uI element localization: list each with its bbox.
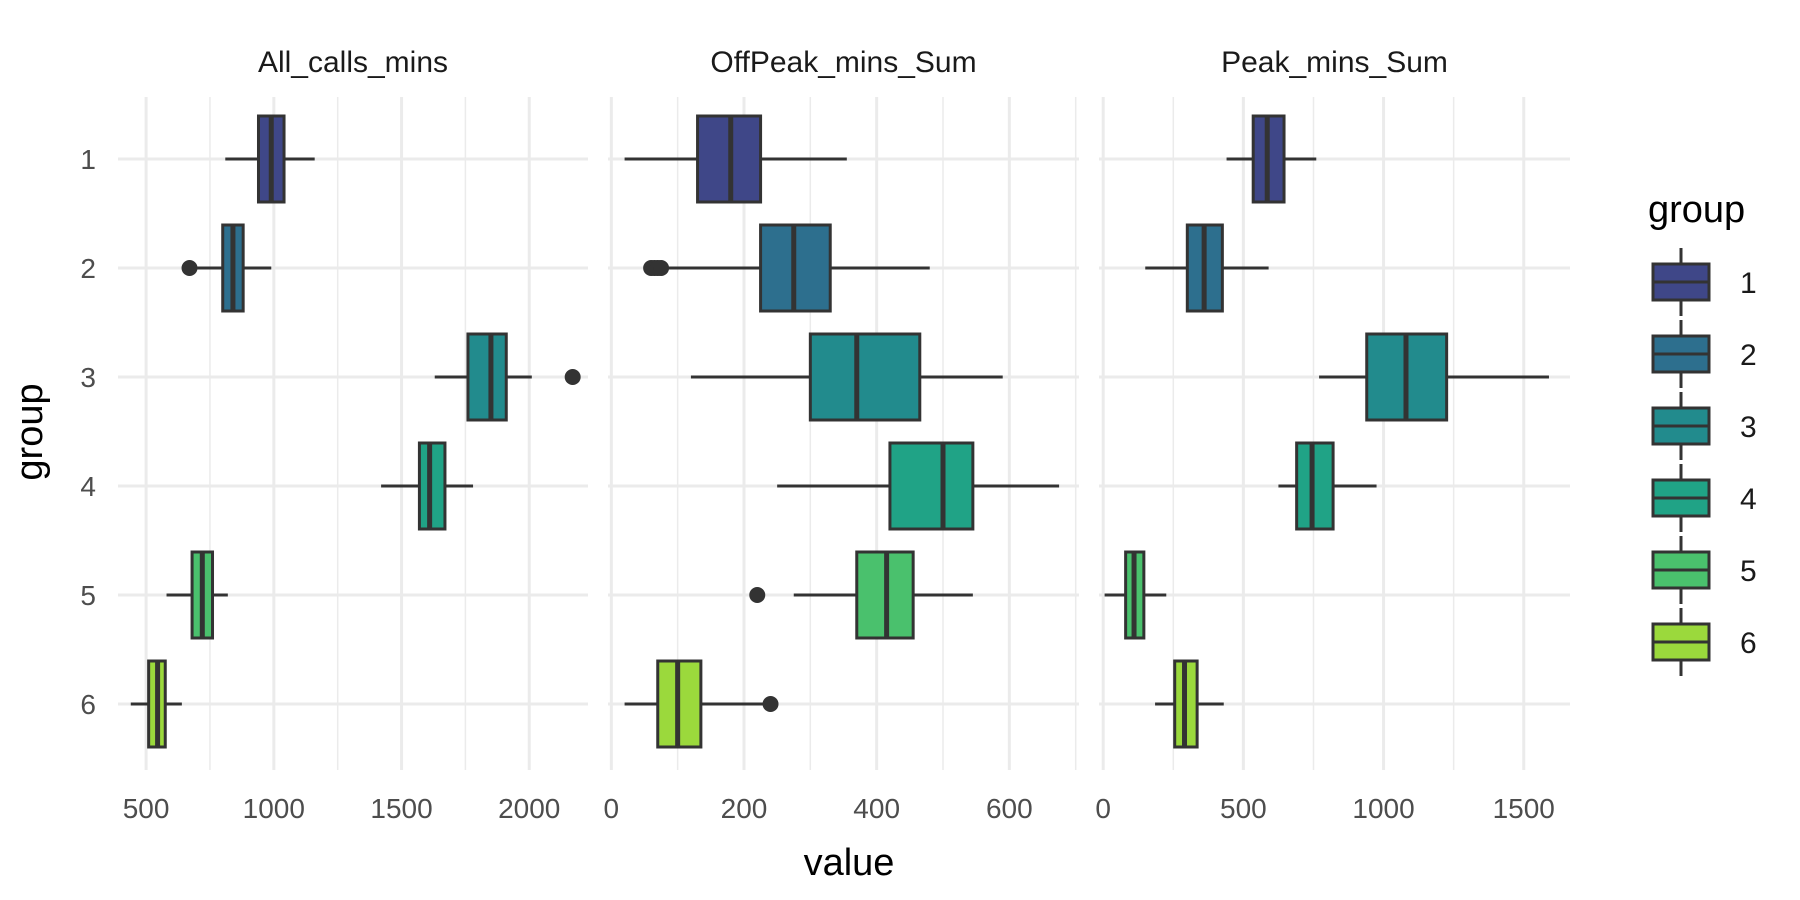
box [888,441,975,531]
box [808,332,922,422]
box-group-5 [749,550,973,640]
x-tick-label: 1000 [1352,793,1414,824]
x-tick-label: 2000 [498,793,560,824]
x-axis-title: value [804,842,895,884]
gridlines [1099,97,1570,770]
y-tick-label: 2 [80,253,96,284]
legend: group 1 2 3 4 5 6 [1648,189,1757,676]
legend-label: 5 [1740,555,1757,588]
legend-item-5: 5 [1651,536,1757,604]
legend-label: 2 [1740,339,1757,372]
x-tick-label: 400 [853,793,900,824]
legend-item-4: 4 [1651,464,1757,532]
facet-title: OffPeak_mins_Sum [710,46,976,79]
box-group-4 [381,441,474,531]
box-group-3 [434,332,581,422]
legend-item-1: 1 [1651,248,1757,316]
x-tick-label: 1000 [243,793,305,824]
box [466,332,508,422]
y-tick-label: 3 [80,362,96,393]
x-tick-label: 0 [1095,793,1111,824]
legend-title: group [1648,189,1745,231]
box-group-3 [690,332,1003,422]
box-group-6 [130,659,182,749]
x-tick-label: 1500 [370,793,432,824]
box-group-2 [181,223,272,313]
y-tick-label: 1 [80,144,96,175]
legend-item-6: 6 [1651,608,1757,676]
facet-panel: OffPeak_mins_Sum 0 200 400 600 [604,46,1079,824]
box-group-1 [1226,114,1317,204]
y-tick-label: 4 [80,471,96,502]
y-tick-label: 5 [80,580,96,611]
legend-label: 1 [1740,267,1757,300]
box-group-5 [166,550,228,640]
outlier-point [564,369,581,385]
gridlines [118,97,588,770]
box-group-4 [777,441,1060,531]
outlier-point [181,260,198,276]
x-tick-label: 500 [123,793,170,824]
x-tick-label: 1500 [1493,793,1555,824]
box-group-6 [1155,659,1224,749]
outlier-point [653,260,670,276]
x-tick-label: 0 [604,793,620,824]
y-axis-ticks: 1 2 3 4 5 6 [80,144,96,720]
facet-panel: All_calls_mins 500 1000 1500 2000 [118,46,588,824]
box-group-5 [1104,550,1167,640]
box-group-3 [1319,332,1549,422]
y-axis-title: group [9,383,51,480]
box-group-6 [624,659,779,749]
legend-item-3: 3 [1651,392,1757,460]
box-group-2 [1145,223,1269,313]
x-tick-label: 600 [986,793,1033,824]
box [1295,441,1335,531]
box [417,441,447,531]
x-tick-label: 200 [721,793,768,824]
legend-item-2: 2 [1651,320,1757,388]
outlier-point [762,696,779,712]
facet-panel: Peak_mins_Sum 0 500 1000 1500 [1095,46,1570,824]
box-group-2 [643,223,930,313]
legend-label: 6 [1740,627,1757,660]
box-group-1 [624,114,847,204]
box-group-4 [1278,441,1377,531]
facet-title: Peak_mins_Sum [1221,46,1448,79]
legend-label: 3 [1740,411,1757,444]
facet-title: All_calls_mins [258,46,448,79]
x-tick-label: 500 [1220,793,1267,824]
y-tick-label: 6 [80,689,96,720]
legend-label: 4 [1740,483,1757,516]
box-group-1 [225,114,315,204]
outlier-point [749,587,766,603]
